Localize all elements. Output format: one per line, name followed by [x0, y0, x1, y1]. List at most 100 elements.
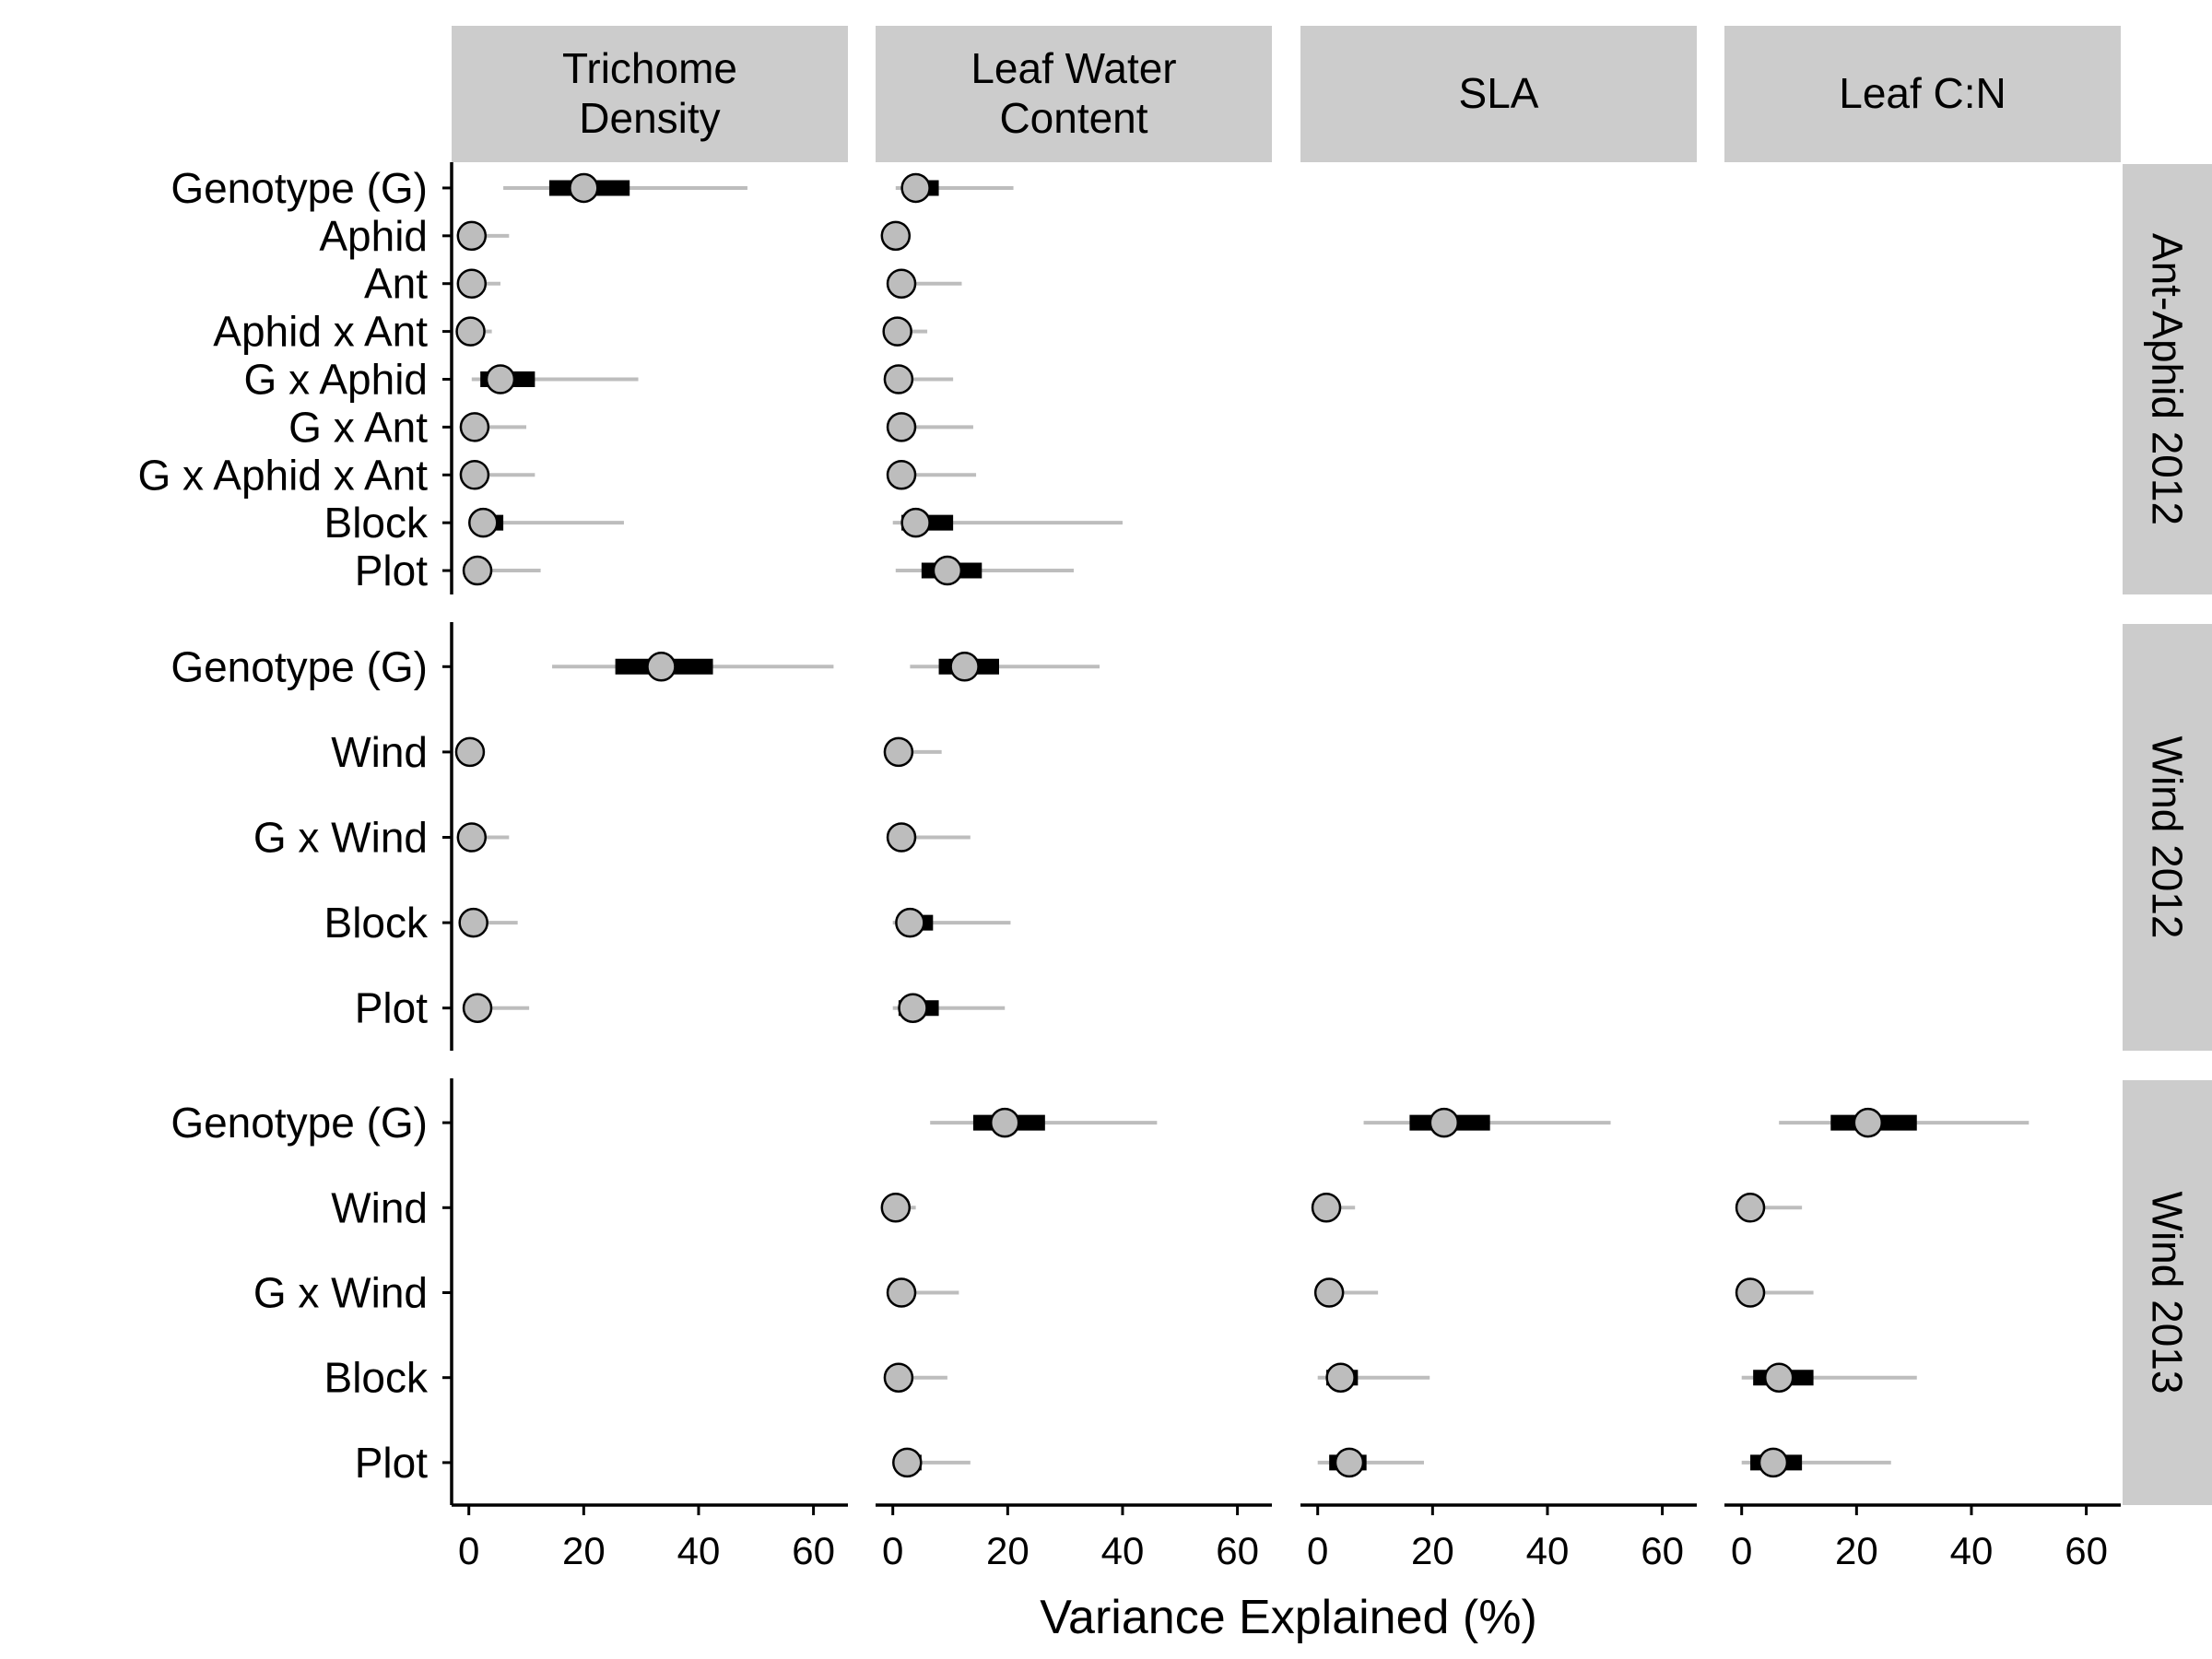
facet-strip-label-col-1: Leaf Water — [971, 44, 1176, 92]
estimate-group — [886, 268, 962, 299]
estimate-group — [503, 172, 747, 204]
estimate-point — [892, 1447, 923, 1478]
facet-strip-label-row-0: Ant-Aphid 2012 — [2144, 233, 2192, 525]
estimate-group — [886, 1277, 959, 1308]
y-tick-label: Wind — [331, 1183, 428, 1231]
estimate-point — [880, 220, 912, 252]
x-tick-label: 40 — [1526, 1529, 1570, 1572]
estimate-group — [458, 907, 518, 938]
estimate-group — [1317, 1362, 1430, 1393]
facet-strip-label-col-1: Content — [999, 94, 1147, 142]
x-tick-label: 0 — [458, 1529, 479, 1572]
estimate-group — [456, 220, 510, 252]
estimate-point — [456, 220, 488, 252]
y-tick-label: Aphid x Ant — [213, 308, 428, 356]
facet-strip-label-col-0: Density — [579, 94, 720, 142]
estimate-point — [886, 268, 917, 299]
estimate-point — [1735, 1193, 1766, 1223]
y-tick-label: G x Aphid — [244, 356, 428, 404]
estimate-group — [456, 822, 510, 853]
estimate-point — [458, 907, 488, 938]
estimate-group — [883, 1362, 947, 1393]
facet-strip-row-1 — [2123, 624, 2212, 1051]
estimate-point — [462, 555, 493, 586]
estimate-group — [468, 507, 624, 538]
facet-strip-row-0 — [2123, 164, 2212, 594]
x-tick-label: 60 — [1641, 1529, 1684, 1572]
estimate-group — [886, 412, 973, 442]
x-tick-label: 0 — [1307, 1529, 1328, 1572]
estimate-group — [930, 1107, 1158, 1138]
estimate-point — [462, 993, 493, 1023]
x-tick-label: 60 — [2065, 1529, 2108, 1572]
estimate-group — [892, 1447, 971, 1478]
estimate-group — [1317, 1447, 1424, 1478]
y-tick-label: Genotype (G) — [171, 164, 428, 212]
data-marks — [454, 172, 2030, 1478]
facet-strip-row-2 — [2123, 1080, 2212, 1505]
estimate-point — [898, 993, 928, 1023]
estimate-point — [886, 460, 917, 490]
estimate-group — [895, 555, 1074, 586]
estimate-group — [462, 555, 541, 586]
y-tick-label: G x Wind — [253, 1269, 428, 1317]
x-tick-label: 40 — [677, 1529, 721, 1572]
estimate-point — [932, 555, 963, 586]
estimate-point — [1334, 1447, 1365, 1478]
estimate-group — [471, 364, 639, 394]
estimate-point — [882, 316, 912, 347]
estimate-group — [895, 172, 1014, 204]
estimate-group — [1313, 1277, 1379, 1308]
estimate-point — [1313, 1277, 1345, 1308]
estimate-point — [1429, 1107, 1460, 1138]
x-axis-title: Variance Explained (%) — [1040, 1591, 1537, 1644]
y-tick-label: Ant — [364, 260, 428, 308]
estimate-point — [468, 507, 499, 538]
y-tick-label: Genotype (G) — [171, 642, 428, 690]
facet-strip-label-row-1: Wind 2012 — [2144, 736, 2192, 939]
estimate-point — [1311, 1193, 1342, 1223]
x-tick-label: 0 — [882, 1529, 903, 1572]
estimate-point — [886, 412, 917, 442]
estimate-group — [892, 907, 1011, 938]
estimate-point — [883, 1362, 914, 1393]
estimate-point — [646, 652, 677, 682]
estimate-point — [455, 316, 486, 347]
facet-strip-label-col-0: Trichome — [562, 44, 737, 92]
estimate-point — [456, 822, 488, 853]
estimate-group — [456, 268, 500, 299]
estimate-group — [882, 316, 928, 347]
facet-strip-col-3 — [1724, 26, 2121, 162]
estimate-point — [949, 652, 980, 682]
estimate-group — [1779, 1107, 2030, 1138]
facet-strip-label-col-3: Leaf C:N — [1839, 69, 2006, 117]
estimate-point — [886, 1277, 917, 1308]
estimate-point — [883, 364, 914, 394]
estimate-point — [900, 507, 931, 538]
y-tick-label: G x Wind — [253, 814, 428, 862]
y-tick-label: Aphid — [319, 212, 428, 260]
estimate-group — [1735, 1277, 1814, 1308]
estimate-point — [456, 268, 488, 299]
estimate-group — [459, 460, 535, 490]
x-tick-label: 60 — [1216, 1529, 1259, 1572]
estimate-point — [989, 1107, 1020, 1138]
x-tick-label: 20 — [562, 1529, 606, 1572]
estimate-group — [883, 364, 954, 394]
estimate-group — [1735, 1193, 1803, 1223]
y-tick-label: G x Ant — [288, 403, 428, 451]
estimate-point — [883, 736, 914, 768]
estimate-point — [485, 364, 516, 394]
facet-strip-label-col-2: SLA — [1459, 69, 1539, 117]
estimate-point — [459, 412, 490, 442]
x-tick-label: 40 — [1101, 1529, 1145, 1572]
facet-strip-col-2 — [1300, 26, 1697, 162]
estimate-group — [1741, 1362, 1917, 1393]
facet-strip-col-0 — [452, 26, 848, 162]
facet-strip-col-1 — [876, 26, 1272, 162]
estimate-group — [1363, 1107, 1611, 1138]
estimate-point — [880, 1193, 912, 1223]
